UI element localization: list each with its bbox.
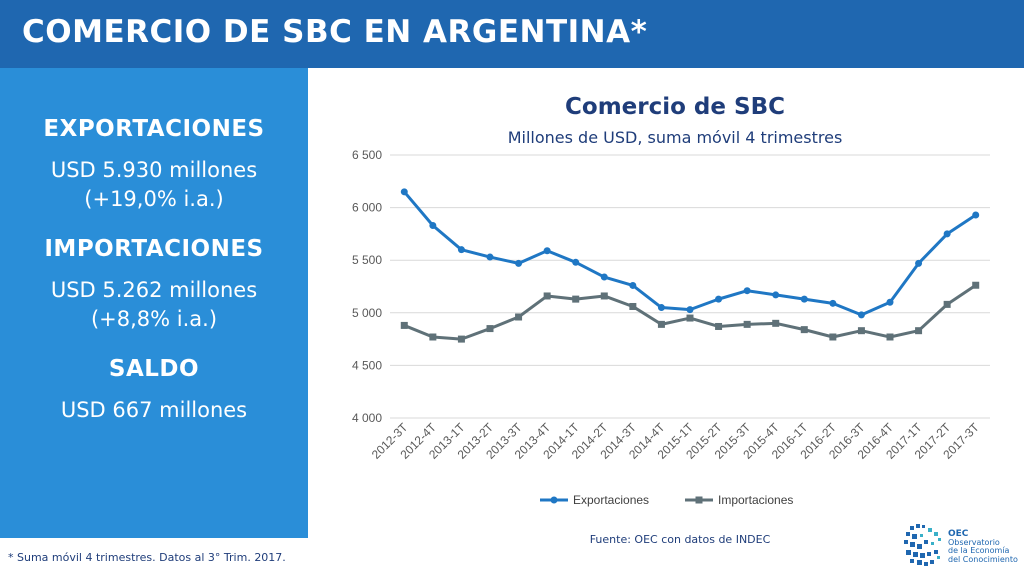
legend-label: Exportaciones xyxy=(573,493,649,507)
oec-logo-line2: de la Economía xyxy=(948,546,1010,555)
chart-subtitle: Millones de USD, suma móvil 4 trimestres xyxy=(507,128,843,147)
exports-change: (+19,0% i.a.) xyxy=(84,187,224,211)
data-point xyxy=(743,287,751,295)
data-point xyxy=(800,295,808,303)
data-point xyxy=(543,292,551,300)
data-point xyxy=(686,306,694,314)
source-note: Fuente: OEC con datos de INDEC xyxy=(589,533,771,546)
data-point xyxy=(857,311,865,319)
y-tick-label: 4 500 xyxy=(352,358,382,372)
data-point xyxy=(972,211,980,219)
data-point xyxy=(829,333,837,341)
data-point xyxy=(515,313,523,321)
data-point xyxy=(829,299,837,307)
data-point xyxy=(572,258,580,266)
balance-heading: SALDO xyxy=(108,356,200,382)
data-point xyxy=(772,319,780,327)
chart-title: Comercio de SBC xyxy=(565,94,785,120)
imports-value: USD 5.262 millones xyxy=(50,278,258,302)
series-line xyxy=(403,190,977,317)
data-point xyxy=(629,302,637,310)
data-point xyxy=(429,333,437,341)
summary-panel: EXPORTACIONES USD 5.930 millones (+19,0%… xyxy=(0,68,308,576)
data-point xyxy=(400,188,408,196)
footnote: * Suma móvil 4 trimestres. Datos al 3° T… xyxy=(8,551,286,564)
data-point xyxy=(429,221,437,229)
data-point xyxy=(486,253,494,261)
legend-marker xyxy=(550,496,558,504)
data-point xyxy=(457,246,465,254)
data-point xyxy=(400,321,408,329)
page-title: COMERCIO DE SBC EN ARGENTINA* xyxy=(22,14,648,50)
data-point xyxy=(857,327,865,335)
data-point xyxy=(457,335,465,343)
footnote-box: * Suma móvil 4 trimestres. Datos al 3° T… xyxy=(0,538,308,576)
oec-logo-line1: Observatorio xyxy=(948,537,1000,547)
balance-value: USD 667 millones xyxy=(60,398,248,422)
y-tick-label: 6 500 xyxy=(352,148,382,162)
data-point xyxy=(972,281,980,289)
data-point xyxy=(572,295,580,303)
y-tick-label: 5 500 xyxy=(352,253,382,267)
data-point xyxy=(943,300,951,308)
data-point xyxy=(915,327,923,335)
oec-logo-mark-icon xyxy=(904,524,941,566)
data-point xyxy=(886,333,894,341)
oec-logo-name: OEC xyxy=(948,529,969,539)
imports-heading: IMPORTACIONES xyxy=(44,236,264,262)
y-tick-label: 5 000 xyxy=(352,306,382,320)
data-point xyxy=(657,320,665,328)
y-tick-label: 6 000 xyxy=(352,201,382,215)
oec-logo-line3: del Conocimiento xyxy=(948,554,1018,564)
data-point xyxy=(772,291,780,299)
data-point xyxy=(629,281,637,289)
data-point xyxy=(743,320,751,328)
data-point xyxy=(915,259,923,267)
data-point xyxy=(686,314,694,322)
oec-logo-text: OEC Observatorio de la Economía del Cono… xyxy=(948,530,1018,564)
header-bar: COMERCIO DE SBC EN ARGENTINA* xyxy=(0,0,1024,68)
data-point xyxy=(600,273,608,281)
data-point xyxy=(715,322,723,330)
y-tick-label: 4 000 xyxy=(352,411,382,425)
data-point xyxy=(600,292,608,300)
data-point xyxy=(657,304,665,312)
data-point xyxy=(800,326,808,334)
data-point xyxy=(715,295,723,303)
oec-logo: OEC Observatorio de la Economía del Cono… xyxy=(900,520,1024,576)
data-point xyxy=(486,325,494,333)
data-point xyxy=(943,230,951,238)
legend-marker xyxy=(695,496,703,504)
legend-label: Importaciones xyxy=(718,493,793,507)
exports-heading: EXPORTACIONES xyxy=(43,116,265,142)
exports-value: USD 5.930 millones xyxy=(50,158,258,182)
data-point xyxy=(886,298,894,306)
data-point xyxy=(515,259,523,267)
data-point xyxy=(543,247,551,255)
imports-change: (+8,8% i.a.) xyxy=(90,307,218,331)
